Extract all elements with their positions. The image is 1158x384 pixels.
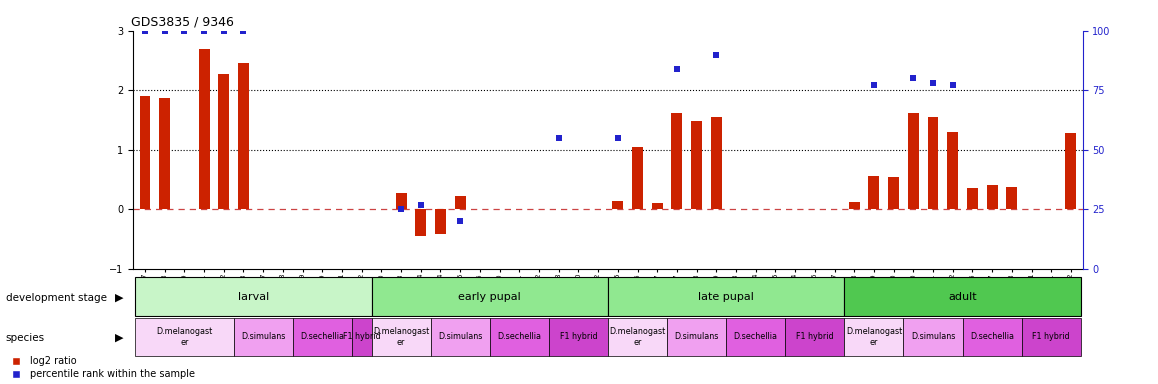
Bar — [908, 113, 918, 209]
Text: F1 hybrid: F1 hybrid — [796, 333, 834, 341]
Bar — [435, 209, 446, 234]
Text: late pupal: late pupal — [698, 291, 754, 302]
Bar — [652, 204, 662, 209]
Text: D.melanogast
er: D.melanogast er — [156, 327, 213, 347]
Bar — [416, 209, 426, 236]
Bar — [372, 277, 608, 316]
Bar — [219, 74, 229, 209]
Text: ▶: ▶ — [116, 293, 124, 303]
Bar — [160, 98, 170, 209]
Bar — [135, 277, 372, 316]
Bar — [199, 49, 210, 209]
Bar — [928, 117, 938, 209]
Bar — [293, 318, 352, 356]
Text: D.sechellia: D.sechellia — [497, 333, 541, 341]
Text: F1 hybrid: F1 hybrid — [1033, 333, 1070, 341]
Text: D.simulans: D.simulans — [674, 333, 719, 341]
Text: D.melanogast
er: D.melanogast er — [609, 327, 666, 347]
Bar — [667, 318, 726, 356]
Text: D.simulans: D.simulans — [911, 333, 955, 341]
Bar — [987, 185, 997, 209]
Bar — [608, 318, 667, 356]
Text: ▶: ▶ — [116, 333, 124, 343]
Bar — [947, 132, 958, 209]
Text: F1 hybrid: F1 hybrid — [343, 333, 381, 341]
Text: D.melanogast
er: D.melanogast er — [845, 327, 902, 347]
Bar — [490, 318, 549, 356]
Bar — [1021, 318, 1080, 356]
Bar — [431, 318, 490, 356]
Text: D.simulans: D.simulans — [438, 333, 483, 341]
Bar — [868, 176, 879, 209]
Bar — [849, 202, 859, 209]
Bar — [844, 318, 903, 356]
Bar — [672, 113, 682, 209]
Text: D.sechellia: D.sechellia — [970, 333, 1014, 341]
Bar — [691, 121, 702, 209]
Text: development stage: development stage — [6, 293, 107, 303]
Bar — [1006, 187, 1017, 209]
Text: larval: larval — [237, 291, 269, 302]
Bar — [785, 318, 844, 356]
Text: early pupal: early pupal — [459, 291, 521, 302]
Text: adult: adult — [948, 291, 977, 302]
Bar — [396, 193, 406, 209]
Bar — [711, 117, 721, 209]
Bar — [372, 318, 431, 356]
Bar — [962, 318, 1021, 356]
Text: species: species — [6, 333, 45, 343]
Bar — [844, 277, 1080, 316]
Bar — [549, 318, 608, 356]
Bar — [1065, 133, 1076, 209]
Bar — [888, 177, 899, 209]
Bar — [140, 96, 151, 209]
Bar — [234, 318, 293, 356]
Bar — [903, 318, 962, 356]
Bar — [726, 318, 785, 356]
Text: D.melanogast
er: D.melanogast er — [373, 327, 430, 347]
Bar — [613, 201, 623, 209]
Text: D.sechellia: D.sechellia — [300, 333, 344, 341]
Bar — [632, 147, 643, 209]
Bar — [608, 277, 844, 316]
Text: D.sechellia: D.sechellia — [734, 333, 778, 341]
Bar — [352, 318, 372, 356]
Bar — [455, 196, 466, 209]
Text: F1 hybrid: F1 hybrid — [559, 333, 598, 341]
Bar — [135, 318, 234, 356]
Legend: log2 ratio, percentile rank within the sample: log2 ratio, percentile rank within the s… — [10, 356, 195, 379]
Text: GDS3835 / 9346: GDS3835 / 9346 — [131, 15, 234, 28]
Bar — [239, 63, 249, 209]
Text: D.simulans: D.simulans — [241, 333, 285, 341]
Bar — [967, 189, 977, 209]
